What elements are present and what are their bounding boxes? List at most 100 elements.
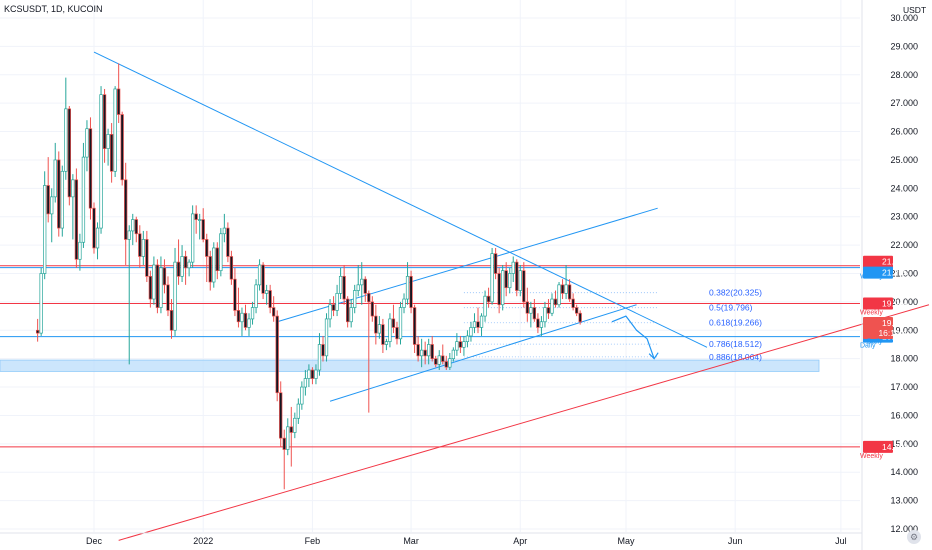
trend-line <box>329 304 637 402</box>
x-tick-label: Jul <box>835 536 847 546</box>
candle-body <box>67 108 71 198</box>
candle-body <box>78 241 82 260</box>
candle-body <box>444 361 448 368</box>
candle-body <box>134 219 138 235</box>
candle-body <box>398 307 403 340</box>
price-badge-label: 14.893 <box>882 442 908 452</box>
candle-body <box>215 247 219 272</box>
candle-body <box>243 312 248 328</box>
candle-body <box>469 327 473 337</box>
y-tick-label: 15.000 <box>890 439 918 449</box>
candle-body <box>208 256 212 283</box>
candle-body <box>575 307 579 314</box>
candle-body <box>338 275 343 294</box>
candle-body <box>71 179 75 198</box>
candle-body <box>486 295 491 303</box>
candle-body <box>525 301 529 314</box>
candle-body <box>458 341 463 348</box>
x-tick-label: Dec <box>86 536 103 546</box>
support-zone <box>0 359 820 372</box>
y-tick-label: 12.000 <box>890 524 918 534</box>
projection-arrowhead <box>648 352 659 360</box>
candle-body <box>377 324 382 334</box>
x-tick-label: Jun <box>728 536 743 546</box>
candle-body <box>250 307 255 320</box>
candle-body <box>412 307 417 345</box>
y-tick-label: 19.000 <box>890 325 918 335</box>
y-tick-label: 28.000 <box>890 70 918 80</box>
y-tick-label: 20.000 <box>890 297 918 307</box>
candle-body <box>127 230 131 240</box>
candle-body <box>427 344 431 357</box>
candle-body <box>183 256 188 269</box>
candle-body <box>141 239 145 257</box>
candle-body <box>99 94 103 229</box>
candle-body <box>335 293 339 311</box>
candle-body <box>490 253 494 303</box>
candle-body <box>384 341 389 345</box>
candle-body <box>331 304 336 311</box>
candle-body <box>219 233 223 272</box>
candle-body <box>268 290 272 308</box>
level-tag: Weekly <box>860 453 883 460</box>
candle-body <box>324 318 329 357</box>
candle-body <box>560 284 565 294</box>
fib-label: 0.786(18.512) <box>709 339 762 349</box>
countdown-label: 16:10:40 <box>878 328 911 338</box>
candle-body <box>117 88 121 115</box>
trend-line <box>93 51 708 348</box>
candle-body <box>462 341 466 348</box>
price-badge <box>863 266 893 279</box>
fib-label: 0.886(18.064) <box>709 352 762 362</box>
candle-body <box>381 324 385 345</box>
candle-body <box>159 267 163 308</box>
candle-body <box>162 267 167 286</box>
candle-body <box>240 312 244 323</box>
candle-body <box>233 278 237 311</box>
candle-body <box>465 335 470 342</box>
last-price-badge <box>863 316 893 339</box>
y-tick-label: 25.000 <box>890 155 918 165</box>
candle-body <box>254 284 258 308</box>
candle-body <box>124 179 128 240</box>
candle-body <box>493 253 498 274</box>
candle-body <box>152 264 156 300</box>
candle-body <box>60 170 64 229</box>
chart-title: KCSUSDT, 1D, KUCOIN <box>4 4 103 14</box>
candle-body <box>423 349 427 357</box>
candle-body <box>198 219 202 221</box>
candle-body <box>222 227 227 235</box>
candle-body <box>395 327 399 340</box>
candle-body <box>113 88 117 172</box>
candle-body <box>39 273 43 334</box>
candle-body <box>212 247 216 283</box>
candle-body <box>169 310 174 331</box>
candle-body <box>363 278 367 294</box>
candle-body <box>437 355 441 365</box>
settings-icon[interactable]: ⚙ <box>907 530 921 544</box>
price-badge-label: 21.274 <box>882 257 908 267</box>
candle-body <box>64 108 68 172</box>
candle-body <box>553 298 558 306</box>
y-tick-label: 18.000 <box>890 354 918 364</box>
candle-body <box>145 239 149 277</box>
candle-body <box>180 256 184 277</box>
candle-body <box>261 264 265 294</box>
candle-body <box>434 358 438 365</box>
candle-body <box>187 261 191 269</box>
candle-body <box>109 134 114 172</box>
candle-body <box>247 318 251 328</box>
candle-body <box>264 290 269 294</box>
candle-body <box>317 344 322 371</box>
candle-body <box>155 264 160 308</box>
candle-body <box>529 307 533 314</box>
x-tick-label: Feb <box>305 536 321 546</box>
candle-body <box>388 318 392 342</box>
candle-body <box>102 94 107 149</box>
candle-body <box>539 321 544 328</box>
candle-body <box>543 307 547 323</box>
y-tick-label: 29.000 <box>890 41 918 51</box>
candle-body <box>416 344 420 357</box>
candle-body <box>74 179 79 260</box>
